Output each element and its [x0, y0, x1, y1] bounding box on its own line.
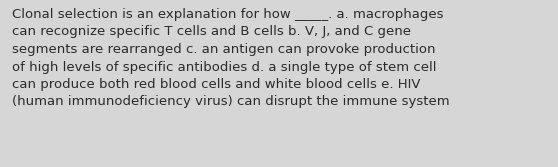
Text: Clonal selection is an explanation for how _____. a. macrophages
can recognize s: Clonal selection is an explanation for h…	[12, 8, 450, 109]
